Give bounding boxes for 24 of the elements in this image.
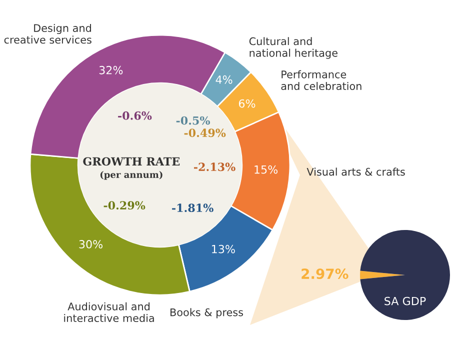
pie-slice: [360, 230, 450, 320]
slice-label: Audiovisual and interactive media: [64, 302, 154, 322]
data-label: 13%: [212, 244, 235, 254]
text: -2.13%: [194, 162, 236, 172]
slice-label: Performance and celebration: [281, 70, 362, 90]
slice-label: Design and creative services: [4, 24, 92, 44]
slice-label: SA GDP: [384, 296, 426, 306]
data-label: 2.97%: [302, 268, 348, 280]
text: -0.5%: [176, 116, 210, 125]
data-label: 30%: [79, 240, 103, 248]
slice-label: Books & press: [170, 308, 244, 318]
data-label: 15%: [254, 165, 278, 174]
slice-label: Cultural and national heritage: [249, 37, 338, 59]
data-label: 6%: [238, 99, 256, 108]
text: -1.81%: [172, 204, 214, 212]
text: (per annum): [100, 171, 162, 180]
text: -0.29%: [104, 201, 146, 210]
pie-slice: [360, 270, 405, 280]
data-label: 4%: [216, 75, 232, 84]
text: -0.49%: [184, 128, 226, 138]
text: GROWTH RATE: [83, 157, 180, 166]
data-label: 32%: [99, 66, 123, 74]
slice-label: Visual arts & crafts: [306, 168, 405, 176]
text: -0.6%: [118, 111, 152, 120]
